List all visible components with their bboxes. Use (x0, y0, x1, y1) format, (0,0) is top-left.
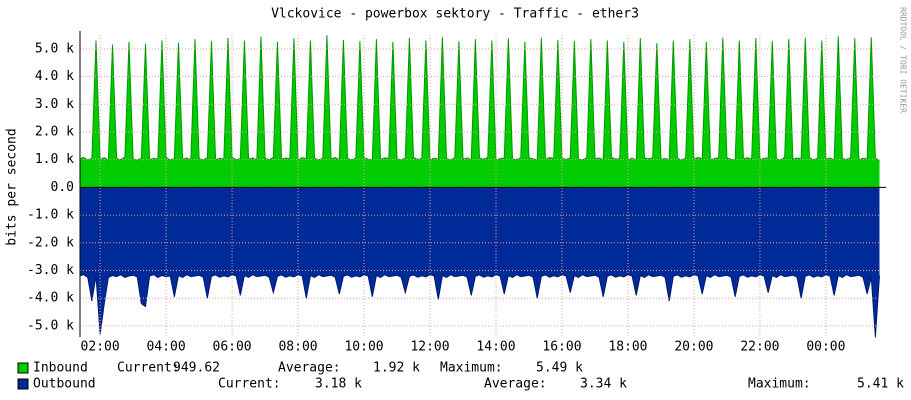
legend-stat-value: 5.49 k (536, 361, 583, 376)
y-tick-label: 5.0 k (35, 41, 74, 56)
x-tick-label: 06:00 (213, 340, 252, 355)
y-tick-label: -2.0 k (27, 235, 74, 250)
x-tick-label: 16:00 (542, 340, 581, 355)
legend-label: Outbound (33, 377, 96, 392)
x-tick-label: 20:00 (674, 340, 713, 355)
legend-stat-label: Current: (117, 361, 180, 376)
x-tick-label: 12:00 (410, 340, 449, 355)
y-tick-label: 1.0 k (35, 152, 74, 167)
legend-stat-value: 1.92 k (373, 361, 420, 376)
legend-stat-label: Current: (218, 377, 281, 392)
legend-stat-value: 949.62 (173, 361, 220, 376)
y-tick-label: 2.0 k (35, 124, 74, 139)
x-tick-label: 00:00 (806, 340, 845, 355)
x-tick-label: 10:00 (344, 340, 383, 355)
legend-label: Inbound (33, 361, 88, 376)
y-tick-label: 3.0 k (35, 97, 74, 112)
x-tick-label: 02:00 (81, 340, 120, 355)
y-tick-label: 4.0 k (35, 69, 74, 84)
area-edge (79, 274, 881, 338)
chart-title: Vlckovice - powerbox sektory - Traffic -… (271, 7, 639, 22)
legend-stat-label: Maximum: (748, 377, 811, 392)
x-tick-label: 08:00 (278, 340, 317, 355)
y-tick-label: -3.0 k (27, 263, 74, 278)
y-tick-label: -1.0 k (27, 208, 74, 223)
legend-stat-label: Maximum: (440, 361, 503, 376)
legend-stat-value: 3.34 k (580, 377, 627, 392)
legend-swatch (17, 378, 29, 390)
y-tick-label: -5.0 k (27, 318, 74, 333)
legend-stat-label: Average: (278, 361, 341, 376)
side-note: RRDTOOL / TOBI OETIKER (899, 7, 908, 113)
area-edge (79, 35, 880, 162)
x-tick-label: 18:00 (608, 340, 647, 355)
legend-swatch (17, 362, 29, 374)
x-tick-label: 22:00 (740, 340, 779, 355)
legend-stat-value: 3.18 k (315, 377, 362, 392)
x-tick-label: 14:00 (476, 340, 515, 355)
x-tick-label: 04:00 (147, 340, 186, 355)
area (79, 35, 880, 188)
legend-stat-label: Average: (484, 377, 547, 392)
y-tick-label: 0.0 (51, 180, 74, 195)
legend-stat-value: 5.41 k (857, 377, 904, 392)
area (79, 187, 880, 338)
y-axis-label: bits per second (5, 128, 20, 245)
y-tick-label: -4.0 k (27, 291, 74, 306)
